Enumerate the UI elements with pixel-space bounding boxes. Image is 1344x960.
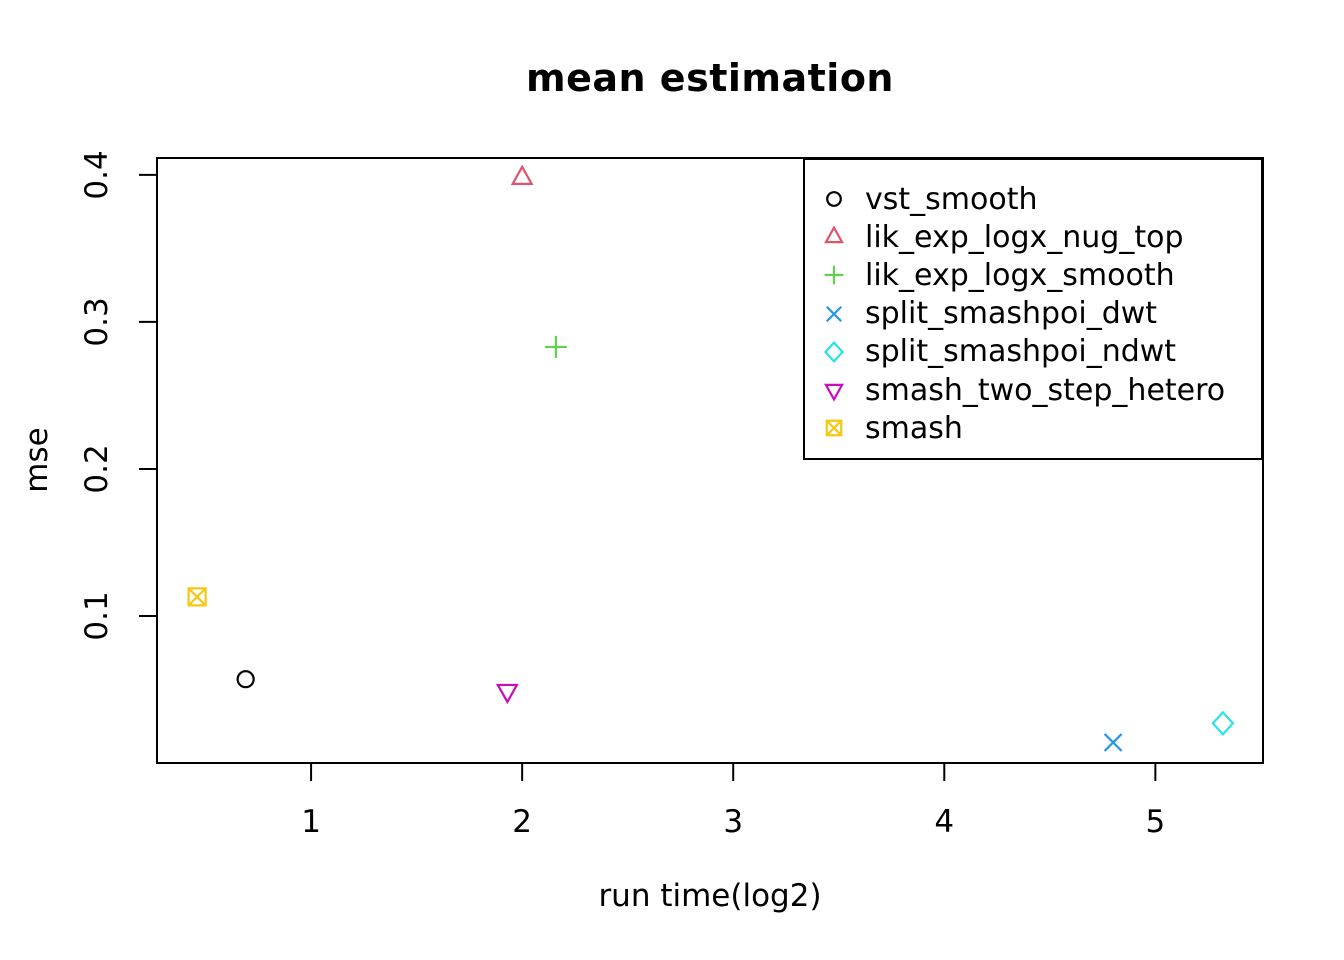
legend-label: split_smashpoi_ndwt (865, 334, 1177, 370)
point-smash (187, 587, 207, 607)
x-tick-label-4: 4 (934, 804, 954, 840)
x-tick-label-3: 3 (723, 804, 743, 840)
chart-title: mean estimation (526, 56, 894, 100)
point-split_smashpoi_dwt (1103, 733, 1123, 752)
legend-item-smash: smash (805, 409, 1261, 447)
y-tick-label-0.3: 0.3 (79, 297, 115, 346)
legend-label: split_smashpoi_dwt (865, 296, 1158, 332)
legend-label: smash (865, 410, 963, 446)
legend-label: vst_smooth (865, 181, 1038, 217)
triangle-down-legend-icon (824, 383, 844, 402)
x-marker (825, 305, 843, 322)
circle-marker (826, 191, 842, 207)
x-axis-label: run time(log2) (598, 878, 822, 914)
x-legend-icon (825, 305, 843, 322)
triangle-up-marker (824, 225, 844, 244)
diamond-marker (824, 340, 844, 363)
point-lik_exp_logx_smooth (544, 335, 567, 358)
triangle-up-legend-icon (824, 225, 844, 244)
legend: vst_smooth lik_exp_logx_nug_top lik_exp_lo… (803, 158, 1263, 460)
plot-frame (156, 157, 1264, 764)
legend-item-split_smashpoi_ndwt: split_smashpoi_ndwt (805, 333, 1261, 371)
square-x-marker (825, 419, 843, 437)
x-tick-label-5: 5 (1145, 804, 1165, 840)
legend-label: smash_two_step_hetero (865, 372, 1226, 408)
x-tick-label-1: 1 (301, 804, 321, 840)
y-axis-label: mse (19, 427, 55, 493)
x-tick-label-2: 2 (512, 804, 532, 840)
legend-item-lik_exp_logx_nug_top: lik_exp_logx_nug_top (805, 218, 1261, 256)
y-tick-label-0.1: 0.1 (79, 591, 115, 640)
plus-marker (824, 266, 844, 285)
diamond-legend-icon (824, 340, 844, 363)
circle-legend-icon (826, 191, 842, 207)
legend-label: lik_exp_logx_nug_top (865, 219, 1184, 255)
point-split_smashpoi_ndwt (1211, 710, 1235, 736)
plus-legend-icon (824, 266, 844, 285)
legend-item-smash_two_step_hetero: smash_two_step_hetero (805, 371, 1261, 409)
triangle-down-marker (824, 383, 844, 402)
legend-item-split_smashpoi_dwt: split_smashpoi_dwt (805, 295, 1261, 333)
y-tick-label-0.2: 0.2 (79, 444, 115, 493)
point-vst_smooth (236, 670, 255, 689)
y-tick-label-0.4: 0.4 (79, 150, 115, 199)
legend-label: lik_exp_logx_smooth (865, 257, 1175, 293)
square-x-legend-icon (825, 419, 843, 437)
legend-item-lik_exp_logx_smooth: lik_exp_logx_smooth (805, 256, 1261, 294)
point-lik_exp_logx_nug_top (510, 164, 534, 185)
legend-item-vst_smooth: vst_smooth (805, 180, 1261, 218)
point-smash_two_step_hetero (495, 683, 519, 705)
